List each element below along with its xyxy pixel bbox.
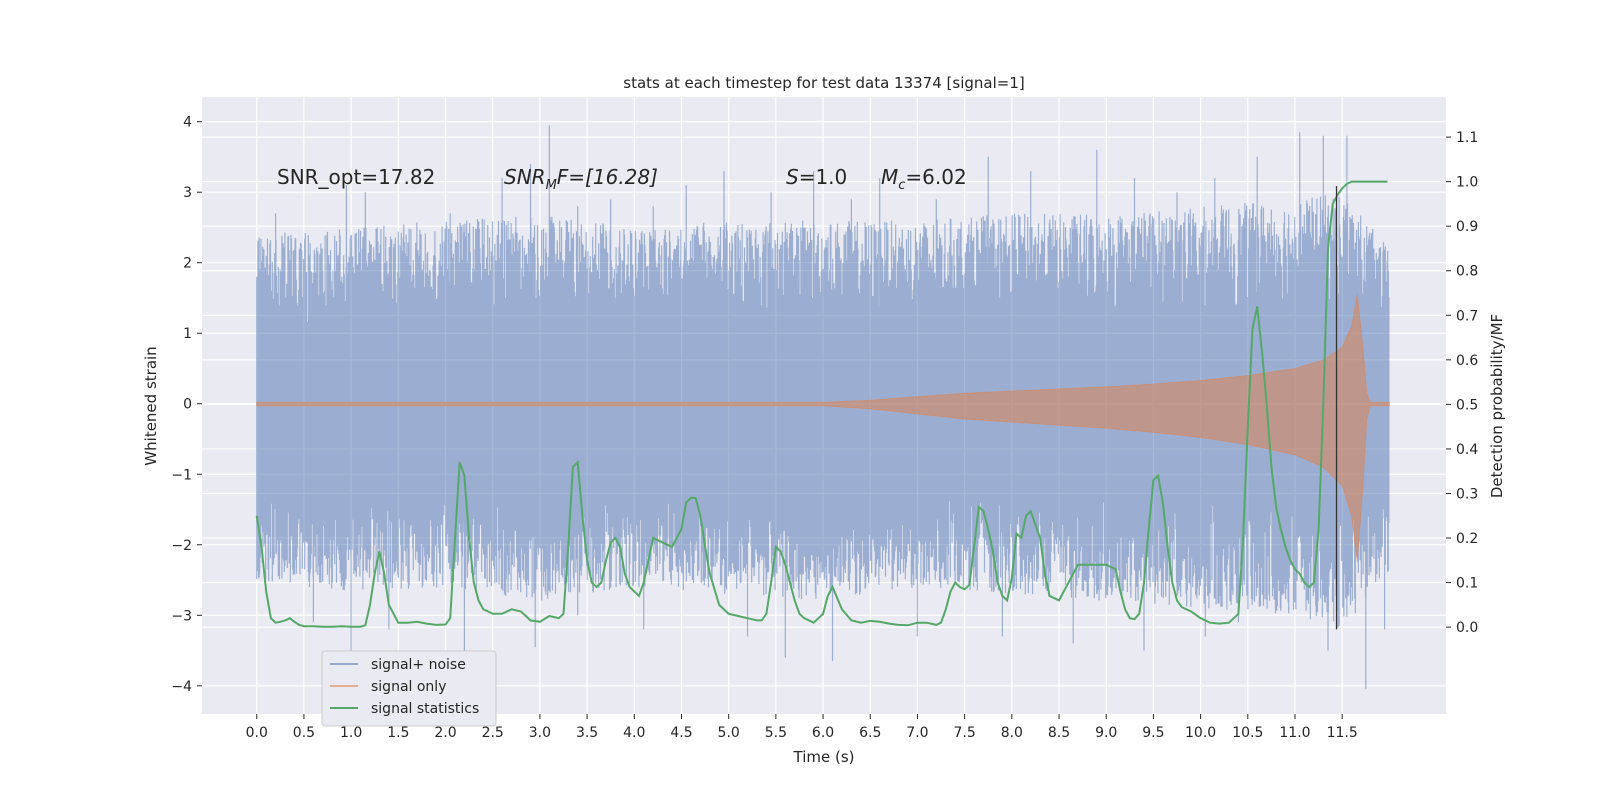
y-left-tick-label: 2 xyxy=(183,256,192,272)
x-tick-label: 8.0 xyxy=(1001,725,1023,741)
x-tick-label: 5.5 xyxy=(765,725,787,741)
x-tick-label: 1.5 xyxy=(387,725,409,741)
signal-statistics-line xyxy=(255,180,1388,628)
annotation-snr-mf-f: F=[16.28] xyxy=(557,165,658,189)
x-tick-label: 6.5 xyxy=(859,725,881,741)
series-signal-statistics xyxy=(255,180,1388,628)
legend-label-signal-noise: signal+ noise xyxy=(371,657,466,673)
x-tick-label: 11.0 xyxy=(1279,725,1310,741)
x-tick-label: 10.0 xyxy=(1185,725,1216,741)
legend-label-signal-statistics: signal statistics xyxy=(371,701,479,717)
x-tick-label: 2.0 xyxy=(434,725,456,741)
x-tick-label: 4.5 xyxy=(670,725,692,741)
chart-title: stats at each timestep for test data 133… xyxy=(623,74,1024,92)
x-tick-label: 11.5 xyxy=(1327,725,1358,741)
y-right-tick-label: 1.0 xyxy=(1456,175,1478,191)
legend: signal+ noise signal only signal statist… xyxy=(321,650,497,727)
y-right-tick-label: 0.9 xyxy=(1456,219,1478,235)
y-left-tick-label: 0 xyxy=(183,397,192,413)
signal-only-trace xyxy=(256,294,1390,563)
annotation-snr-mf: SNRMF=[16.28] xyxy=(504,165,658,193)
series-signal-only xyxy=(256,294,1390,563)
annotation-mc-sub: c xyxy=(898,178,905,193)
y-left-axis-title: Whitened strain xyxy=(142,346,160,465)
x-tick-label: 7.5 xyxy=(954,725,976,741)
annotation-mc: Mc=6.02 xyxy=(881,165,967,193)
x-tick-label: 7.0 xyxy=(906,725,928,741)
y-right-tick-label: 0.2 xyxy=(1456,531,1478,547)
x-tick-label: 0.0 xyxy=(246,725,268,741)
x-axis-title: Time (s) xyxy=(793,748,855,766)
annotation-snr-opt: SNR_opt=17.82 xyxy=(277,165,435,189)
annotation-s-label: S xyxy=(786,165,799,189)
x-tick-label: 1.0 xyxy=(340,725,362,741)
y-right-tick-label: 0.1 xyxy=(1456,576,1478,592)
x-tick-label: 6.0 xyxy=(812,725,834,741)
y-right-tick-label: 0.0 xyxy=(1456,620,1478,636)
x-tick-label: 9.5 xyxy=(1142,725,1164,741)
annotation-s: S=1.0 xyxy=(786,165,847,189)
x-tick-label: 8.5 xyxy=(1048,725,1070,741)
x-tick-label: 0.5 xyxy=(293,725,315,741)
y-left-axis-ticks: −4 −3 −2 −1 0 1 2 3 4 xyxy=(171,115,202,695)
x-tick-label: 5.0 xyxy=(718,725,740,741)
y-left-tick-label: 3 xyxy=(183,185,192,201)
legend-label-signal-only: signal only xyxy=(371,679,446,695)
annotation-s-value: =1.0 xyxy=(799,165,848,189)
y-left-tick-label: −4 xyxy=(171,679,192,695)
x-axis-ticks: 0.0 0.5 1.0 1.5 2.0 2.5 3.0 3.5 4.0 4.5 5.0 5.5 6.0 6… xyxy=(246,714,1358,741)
y-left-tick-label: −3 xyxy=(171,608,192,624)
y-right-axis-title: Detection probability/MF xyxy=(1488,314,1506,498)
y-right-tick-label: 0.8 xyxy=(1456,264,1478,280)
x-tick-label: 2.5 xyxy=(482,725,504,741)
y-right-tick-label: 0.7 xyxy=(1456,308,1478,324)
y-right-tick-label: 0.3 xyxy=(1456,486,1478,502)
annotation-snr-mf-main: SNR xyxy=(504,165,546,189)
x-tick-label: 9.0 xyxy=(1095,725,1117,741)
y-right-axis-ticks: 0.0 0.1 0.2 0.3 0.4 0.5 0.6 0.7 0.8 0.9 1.0 1.1 xyxy=(1446,130,1478,636)
x-tick-label: 3.5 xyxy=(576,725,598,741)
y-right-tick-label: 0.5 xyxy=(1456,397,1478,413)
x-tick-label: 3.0 xyxy=(529,725,551,741)
y-left-tick-label: 4 xyxy=(183,115,192,131)
y-right-tick-label: 0.6 xyxy=(1456,353,1478,369)
x-tick-label: 10.5 xyxy=(1232,725,1263,741)
y-right-tick-label: 0.4 xyxy=(1456,442,1478,458)
x-tick-label: 4.0 xyxy=(623,725,645,741)
annotation-snr-mf-sub: M xyxy=(546,178,557,193)
annotation-mc-label: M xyxy=(881,165,898,189)
y-right-tick-label: 1.1 xyxy=(1456,130,1478,146)
legend-box xyxy=(321,650,497,727)
y-left-tick-label: −1 xyxy=(171,467,192,483)
annotation-mc-value: =6.02 xyxy=(905,165,966,189)
y-left-tick-label: 1 xyxy=(183,326,192,342)
y-left-tick-label: −2 xyxy=(171,538,192,554)
